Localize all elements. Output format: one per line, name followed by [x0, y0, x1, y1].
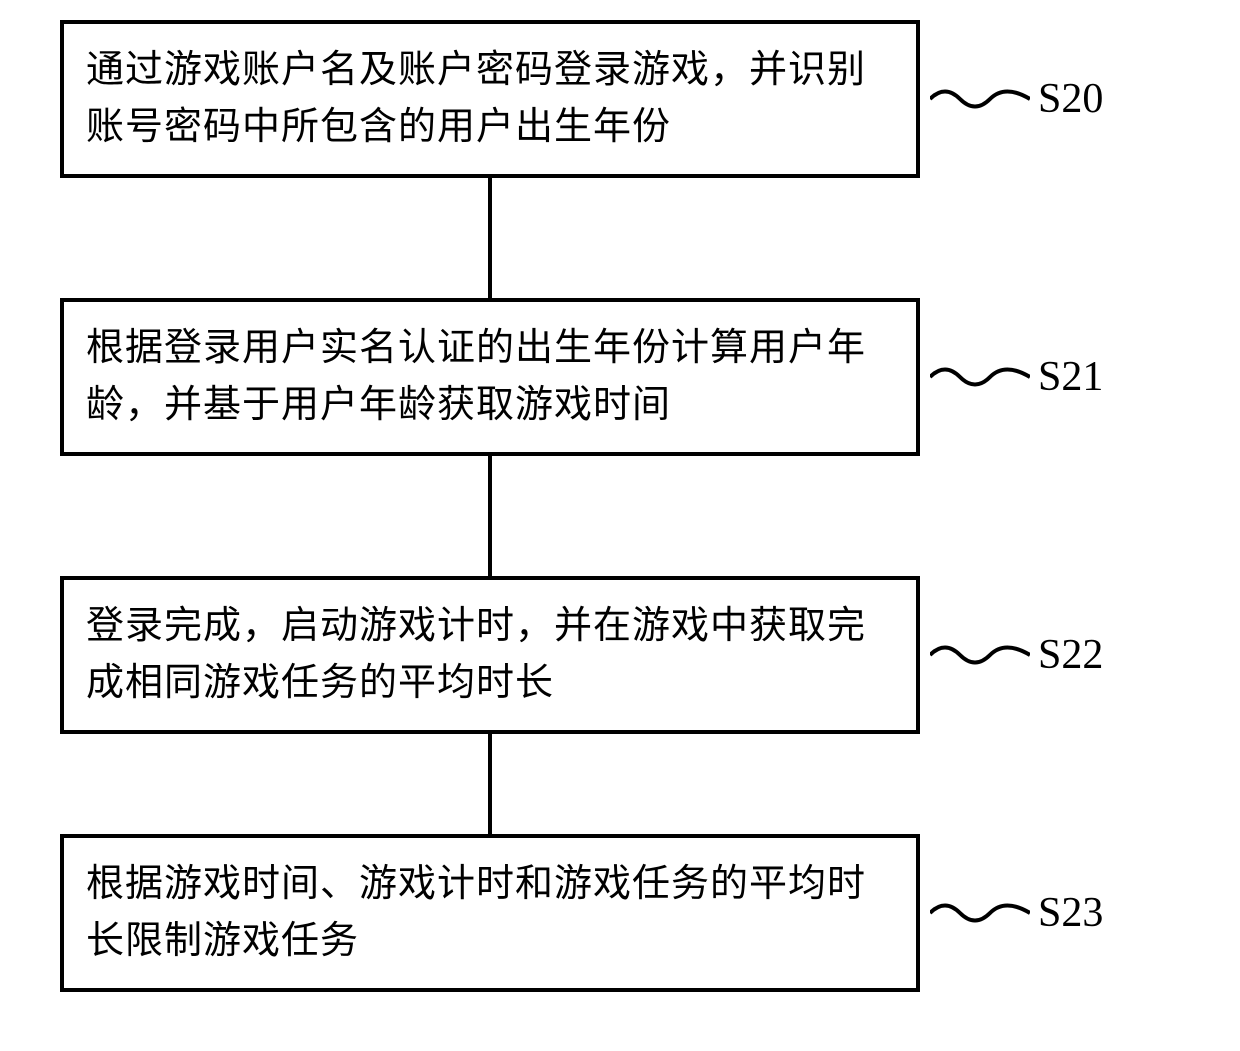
step-text-2: 登录完成，启动游戏计时，并在游戏中获取完成相同游戏任务的平均时长 [86, 605, 866, 704]
step-row-1: 根据登录用户实名认证的出生年份计算用户年龄，并基于用户年龄获取游戏时间 S21 [60, 298, 1180, 456]
connector-row-0 [60, 178, 920, 298]
wavy-connector-icon [930, 898, 1030, 928]
step-row-2: 登录完成，启动游戏计时，并在游戏中获取完成相同游戏任务的平均时长 S22 [60, 576, 1180, 734]
step-label-2: S22 [1038, 631, 1103, 679]
step-label-0: S20 [1038, 75, 1103, 123]
wavy-connector-icon [930, 640, 1030, 670]
step-row-0: 通过游戏账户名及账户密码登录游戏，并识别账号密码中所包含的用户出生年份 S20 [60, 20, 1180, 178]
step-row-3: 根据游戏时间、游戏计时和游戏任务的平均时长限制游戏任务 S23 [60, 834, 1180, 992]
label-wrap-0: S20 [930, 75, 1103, 123]
wavy-connector-icon [930, 362, 1030, 392]
label-wrap-2: S22 [930, 631, 1103, 679]
label-wrap-1: S21 [930, 353, 1103, 401]
step-label-3: S23 [1038, 889, 1103, 937]
step-box-1: 根据登录用户实名认证的出生年份计算用户年龄，并基于用户年龄获取游戏时间 [60, 298, 920, 456]
flowchart-container: 通过游戏账户名及账户密码登录游戏，并识别账号密码中所包含的用户出生年份 S20 … [60, 20, 1180, 992]
wavy-connector-icon [930, 84, 1030, 114]
step-box-0: 通过游戏账户名及账户密码登录游戏，并识别账号密码中所包含的用户出生年份 [60, 20, 920, 178]
connector-0 [488, 178, 492, 298]
connector-1 [488, 456, 492, 576]
connector-2 [488, 734, 492, 834]
step-label-1: S21 [1038, 353, 1103, 401]
label-wrap-3: S23 [930, 889, 1103, 937]
connector-row-2 [60, 734, 920, 834]
step-text-3: 根据游戏时间、游戏计时和游戏任务的平均时长限制游戏任务 [86, 863, 866, 962]
step-box-2: 登录完成，启动游戏计时，并在游戏中获取完成相同游戏任务的平均时长 [60, 576, 920, 734]
connector-row-1 [60, 456, 920, 576]
step-text-0: 通过游戏账户名及账户密码登录游戏，并识别账号密码中所包含的用户出生年份 [86, 49, 866, 148]
step-text-1: 根据登录用户实名认证的出生年份计算用户年龄，并基于用户年龄获取游戏时间 [86, 327, 866, 426]
step-box-3: 根据游戏时间、游戏计时和游戏任务的平均时长限制游戏任务 [60, 834, 920, 992]
